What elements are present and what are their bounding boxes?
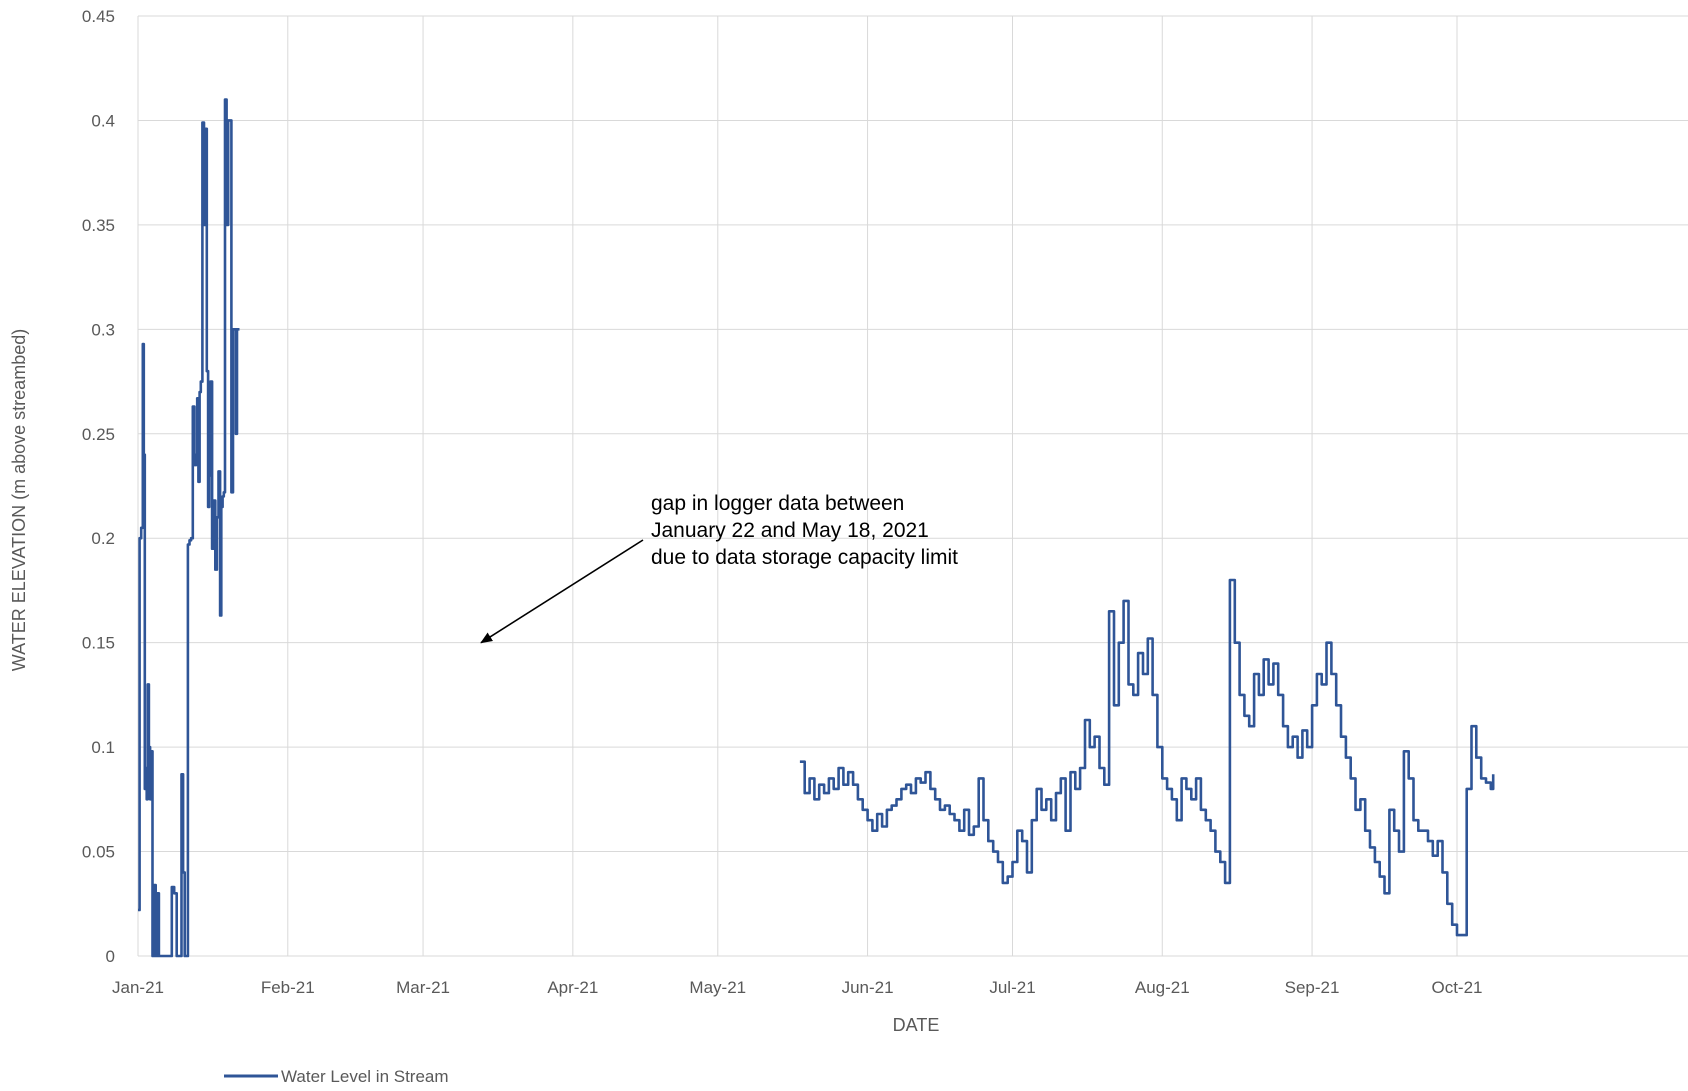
y-tick-label: 0.15 (82, 634, 115, 653)
x-tick-label: Sep-21 (1285, 978, 1340, 997)
y-tick-label: 0 (106, 947, 115, 966)
x-tick-label: Feb-21 (261, 978, 315, 997)
x-gridlines (137, 16, 1458, 956)
x-tick-label: Jul-21 (989, 978, 1035, 997)
annotation-line-1: gap in logger data between (651, 492, 904, 515)
annotation-line-2: January 22 and May 18, 2021 (651, 519, 929, 542)
y-tick-label: 0.1 (91, 738, 115, 757)
annotation: gap in logger data between January 22 an… (480, 492, 958, 644)
annotation-line-3: due to data storage capacity limit (651, 546, 958, 569)
y-tick-label: 0.25 (82, 425, 115, 444)
x-tick-label: Oct-21 (1431, 978, 1482, 997)
x-tick-label: Aug-21 (1135, 978, 1190, 997)
y-tick-label: 0.3 (91, 320, 115, 339)
x-tick-label: Jun-21 (842, 978, 894, 997)
series-line (138, 98, 240, 958)
x-tick-label: Jan-21 (112, 978, 164, 997)
series-line (799, 578, 1495, 937)
legend-label: Water Level in Stream (281, 1067, 449, 1086)
y-axis-title: WATER ELEVATION (m above streambed) (9, 329, 29, 671)
x-tick-label: Mar-21 (396, 978, 450, 997)
y-tick-labels: 0 0.05 0.1 0.15 0.2 0.25 0.3 0.35 0.4 0.45 (82, 7, 115, 966)
y-gridlines (138, 15, 1688, 957)
y-tick-label: 0.05 (82, 843, 115, 862)
x-tick-label: Apr-21 (547, 978, 598, 997)
y-tick-label: 0.45 (82, 7, 115, 26)
y-tick-label: 0.4 (91, 111, 115, 130)
x-axis-title: DATE (893, 1015, 940, 1035)
legend: Water Level in Stream (224, 1067, 449, 1086)
x-tick-label: May-21 (689, 978, 746, 997)
x-tick-labels: Jan-21 Feb-21 Mar-21 Apr-21 May-21 Jun-21 Jul-… (112, 978, 1483, 997)
y-tick-label: 0.2 (91, 529, 115, 548)
annotation-arrow (480, 539, 644, 644)
y-tick-label: 0.35 (82, 216, 115, 235)
series-layer (138, 98, 1495, 958)
